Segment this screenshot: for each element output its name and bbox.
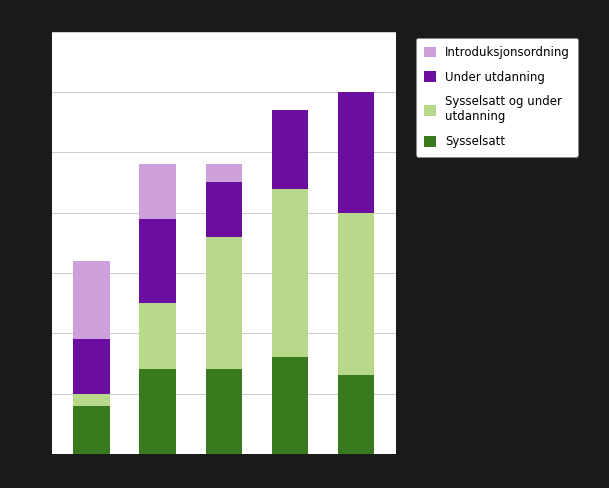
Bar — [338, 213, 375, 375]
Bar — [139, 369, 176, 454]
Bar — [73, 339, 110, 393]
Bar — [73, 393, 110, 406]
Bar — [338, 92, 375, 213]
Bar — [206, 164, 242, 183]
Bar — [73, 261, 110, 339]
Bar — [139, 219, 176, 303]
Bar — [272, 357, 308, 454]
Bar — [206, 237, 242, 369]
Legend: Introduksjonsordning, Under utdanning, Sysselsatt og under
utdanning, Sysselsatt: Introduksjonsordning, Under utdanning, S… — [415, 38, 578, 157]
Bar — [272, 188, 308, 357]
Bar — [206, 183, 242, 237]
Bar — [338, 375, 375, 454]
Bar — [272, 110, 308, 188]
Bar — [206, 369, 242, 454]
Bar — [139, 303, 176, 369]
Bar — [73, 406, 110, 454]
Bar — [139, 164, 176, 219]
